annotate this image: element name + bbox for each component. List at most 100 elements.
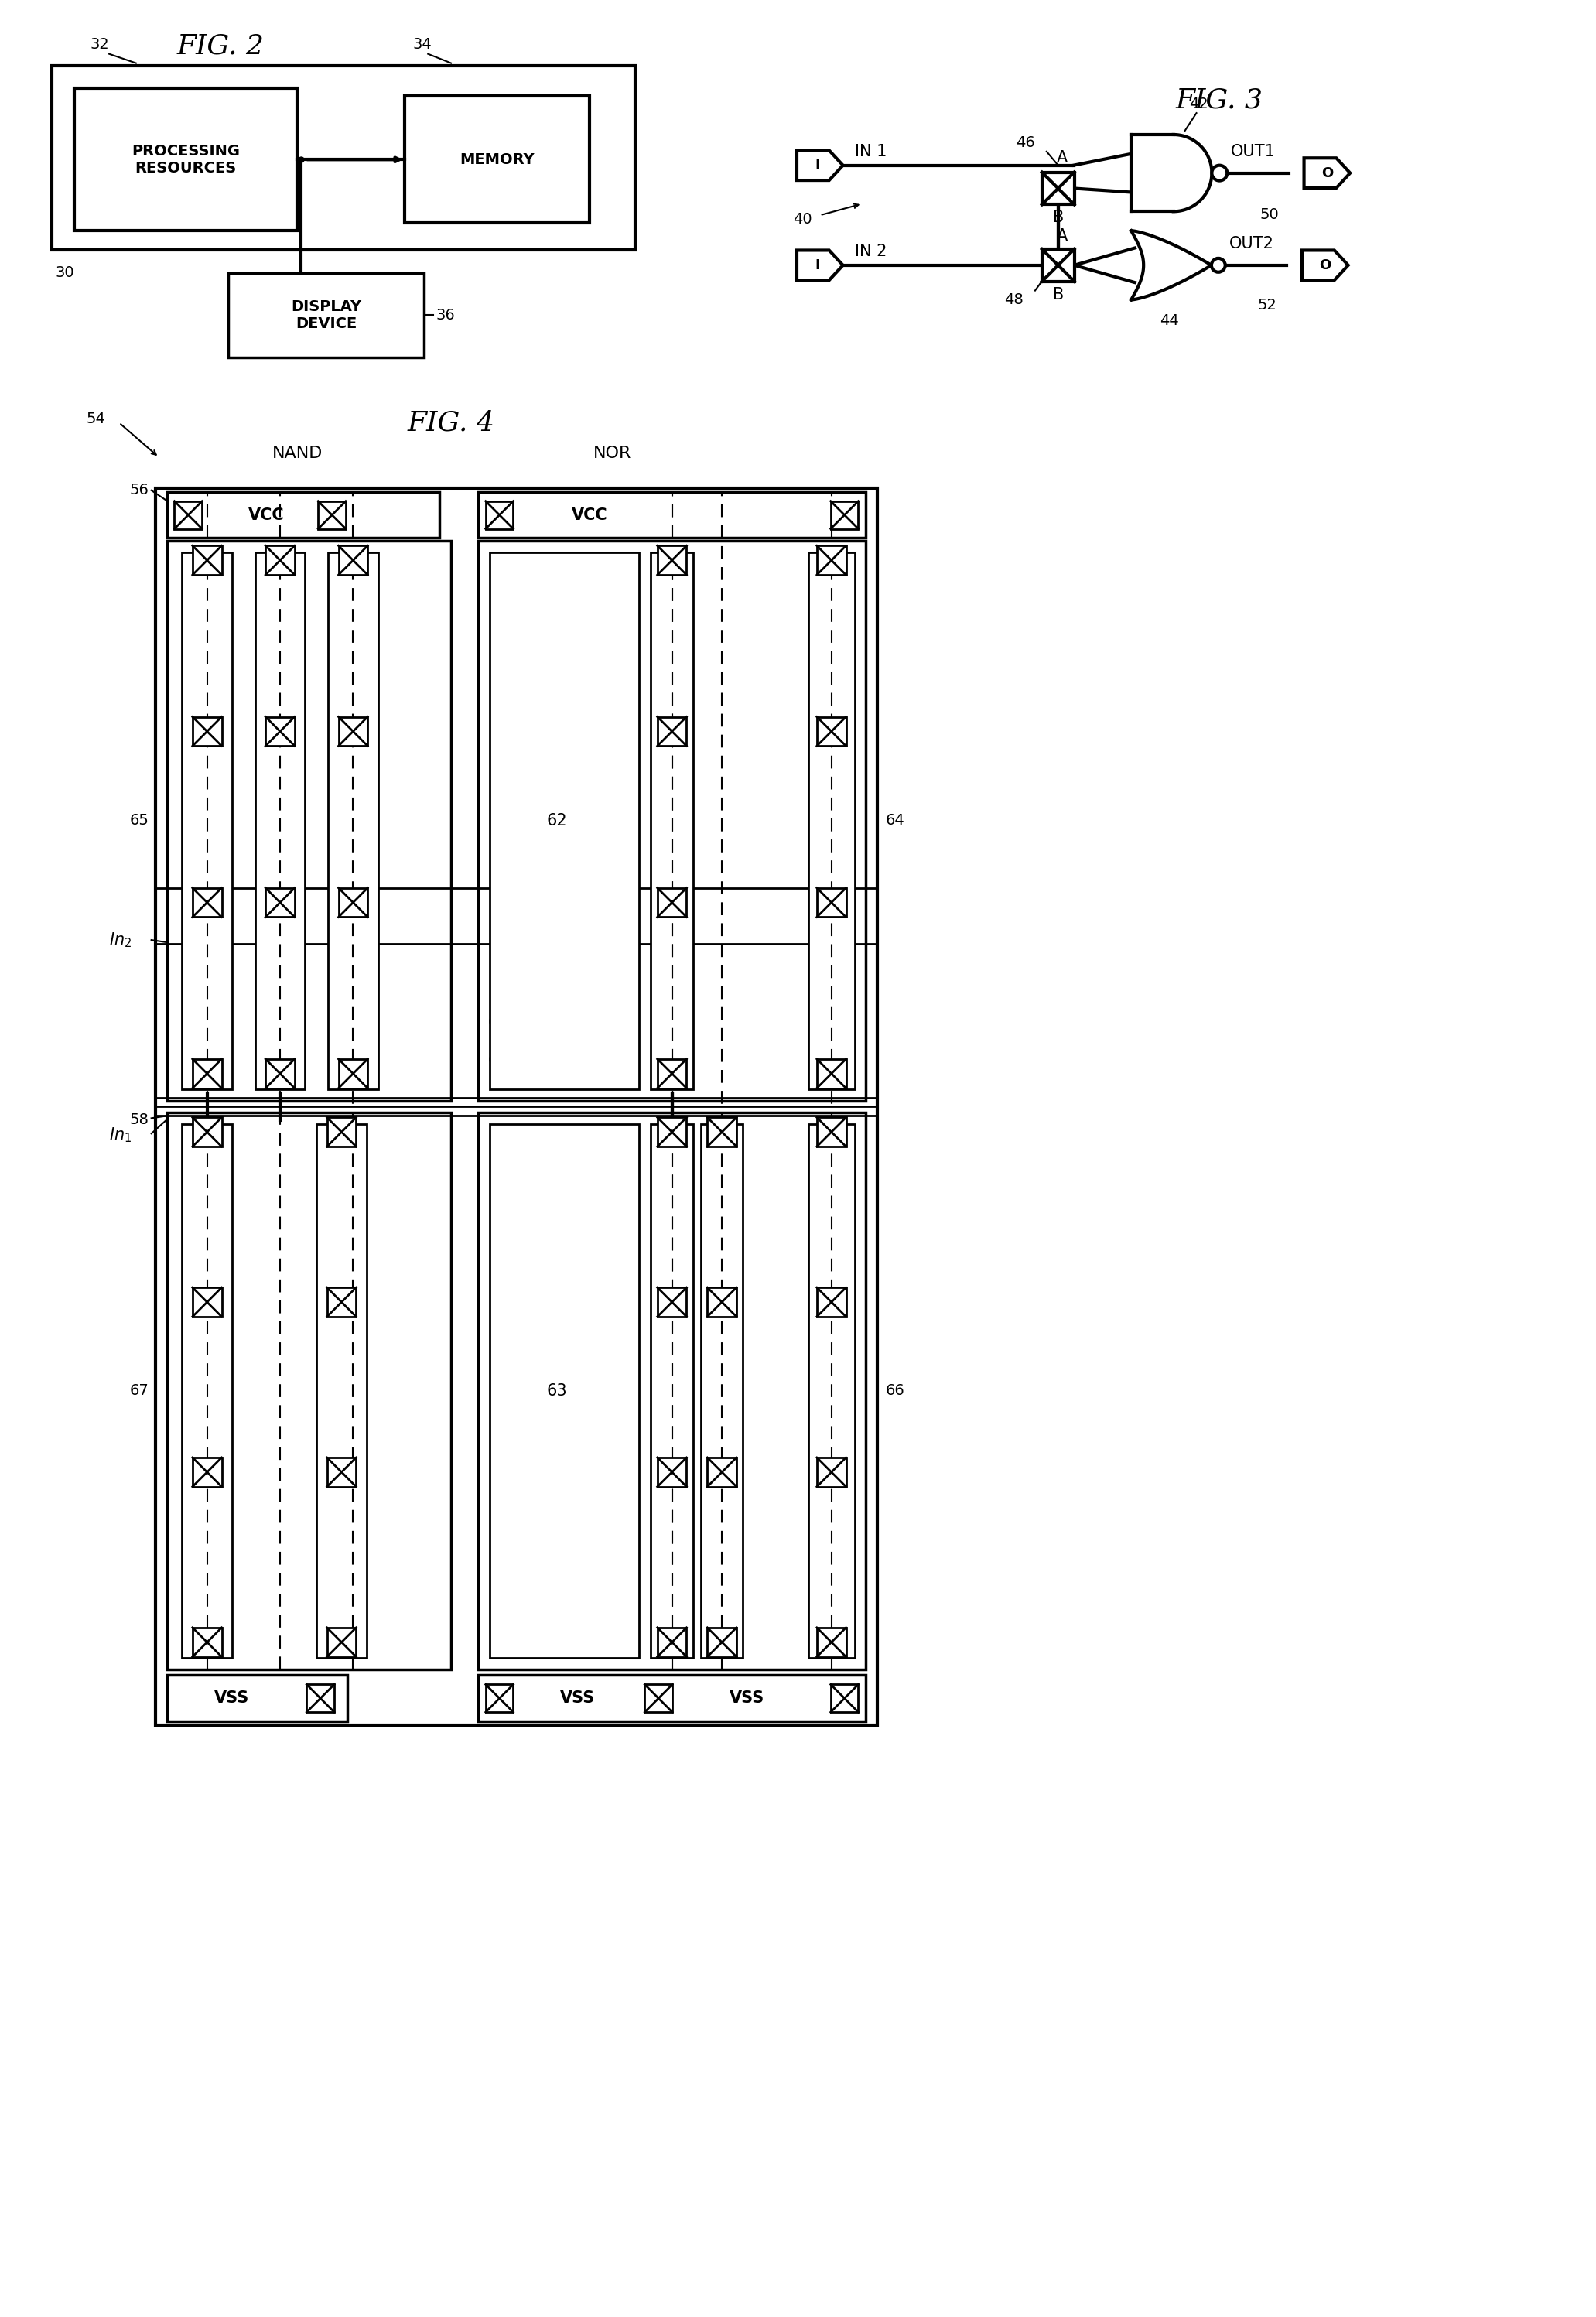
Text: In$_1$: In$_1$	[110, 1126, 132, 1145]
Bar	[329, 554, 378, 1089]
Bar	[155, 489, 878, 1726]
Text: DISPLAY
DEVICE: DISPLAY DEVICE	[290, 299, 361, 331]
Bar	[817, 1627, 846, 1657]
Bar	[265, 547, 295, 575]
Text: IN 1: IN 1	[854, 144, 886, 160]
Text: 46: 46	[1017, 134, 1036, 151]
Bar	[658, 887, 686, 918]
Bar	[817, 1288, 846, 1316]
Bar	[265, 716, 295, 746]
Text: OUT2: OUT2	[1229, 236, 1274, 250]
Bar	[658, 547, 686, 575]
Bar	[658, 1059, 686, 1089]
Bar	[51, 65, 635, 250]
Bar	[651, 1124, 693, 1657]
Bar	[808, 1124, 854, 1657]
Bar	[707, 1117, 736, 1147]
Text: VSS: VSS	[729, 1691, 764, 1705]
Bar	[477, 542, 867, 1101]
Bar	[477, 491, 867, 538]
Text: B: B	[1053, 287, 1063, 301]
Text: 56: 56	[129, 482, 148, 498]
Text: OUT1: OUT1	[1231, 144, 1275, 160]
Bar	[228, 273, 425, 357]
Bar	[265, 1059, 295, 1089]
Text: NOR: NOR	[594, 445, 632, 461]
Polygon shape	[1302, 250, 1349, 280]
Bar	[817, 547, 846, 575]
Bar	[830, 500, 859, 528]
Bar	[193, 887, 222, 918]
Bar	[477, 1675, 867, 1722]
Bar	[808, 554, 854, 1089]
Polygon shape	[1304, 158, 1350, 188]
Text: 66: 66	[886, 1383, 905, 1397]
Bar	[316, 1124, 367, 1657]
Text: 64: 64	[886, 813, 905, 827]
Text: MEMORY: MEMORY	[460, 153, 535, 167]
Bar	[338, 716, 367, 746]
Bar	[707, 1457, 736, 1488]
Text: 67: 67	[129, 1383, 148, 1397]
Bar	[658, 1288, 686, 1316]
Text: IN 2: IN 2	[854, 243, 886, 260]
Text: PROCESSING
RESOURCES: PROCESSING RESOURCES	[132, 144, 239, 176]
Bar	[477, 1112, 867, 1668]
Text: 40: 40	[793, 211, 812, 227]
Bar	[193, 1457, 222, 1488]
Text: 62: 62	[546, 813, 567, 829]
Text: FIG. 3: FIG. 3	[1176, 86, 1262, 114]
Text: VCC: VCC	[571, 507, 608, 524]
Bar	[193, 547, 222, 575]
Text: NAND: NAND	[271, 445, 322, 461]
Bar	[658, 1457, 686, 1488]
Bar	[1042, 171, 1074, 204]
Bar	[174, 500, 203, 528]
Text: O: O	[1321, 167, 1333, 181]
Text: In$_2$: In$_2$	[110, 931, 132, 950]
Bar	[817, 1059, 846, 1089]
Bar	[338, 1059, 367, 1089]
Bar	[817, 1457, 846, 1488]
Bar	[817, 716, 846, 746]
Bar	[338, 547, 367, 575]
Text: 42: 42	[1189, 97, 1208, 111]
Text: 60: 60	[488, 1015, 508, 1029]
Bar	[485, 1684, 514, 1712]
Text: VSS: VSS	[214, 1691, 249, 1705]
Bar	[193, 1627, 222, 1657]
Text: A: A	[1057, 151, 1068, 165]
Bar	[193, 1288, 222, 1316]
Bar	[327, 1117, 356, 1147]
Bar	[193, 1117, 222, 1147]
Text: 58: 58	[129, 1112, 148, 1126]
Text: 36: 36	[436, 308, 455, 322]
Bar	[490, 554, 640, 1089]
Text: 52: 52	[1258, 297, 1277, 313]
Text: 65: 65	[129, 813, 148, 827]
Bar	[658, 716, 686, 746]
Bar	[327, 1457, 356, 1488]
Bar	[327, 1288, 356, 1316]
Text: 54: 54	[86, 412, 105, 426]
Bar	[707, 1627, 736, 1657]
Text: VCC: VCC	[249, 507, 284, 524]
Bar	[651, 554, 693, 1089]
Bar	[327, 1627, 356, 1657]
Bar	[255, 554, 305, 1089]
Text: 60: 60	[488, 1054, 508, 1068]
Bar	[817, 1117, 846, 1147]
Text: 50: 50	[1259, 209, 1278, 222]
Bar	[75, 88, 297, 232]
Bar	[701, 1124, 744, 1657]
Text: I: I	[816, 158, 820, 171]
Text: I: I	[816, 257, 820, 271]
Text: 44: 44	[1160, 313, 1179, 329]
Bar	[485, 500, 514, 528]
Text: 34: 34	[413, 37, 433, 51]
Bar	[490, 1124, 640, 1657]
Bar	[405, 97, 589, 222]
Bar	[658, 1117, 686, 1147]
Bar	[306, 1684, 334, 1712]
Bar	[166, 1675, 348, 1722]
